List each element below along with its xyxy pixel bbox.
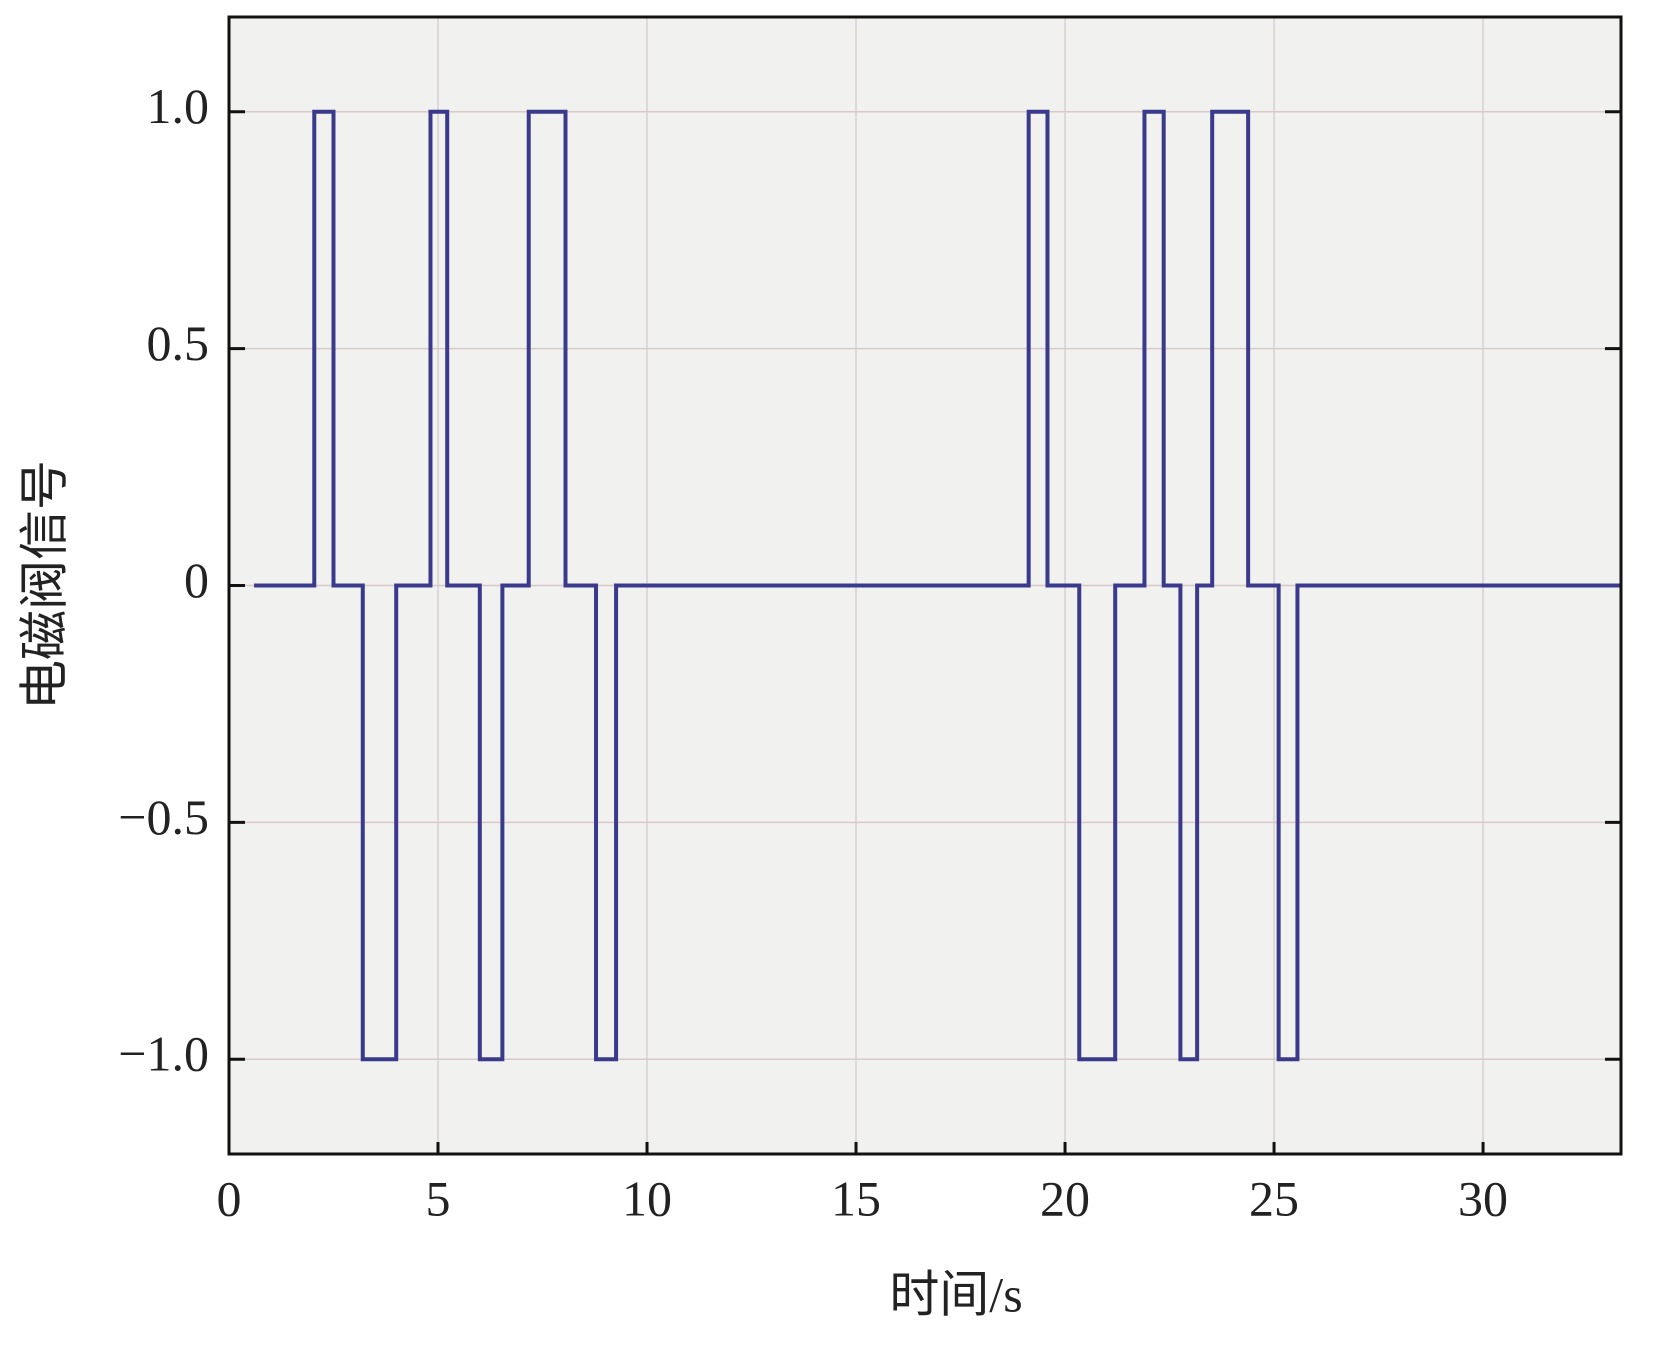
y-tick-label: 1.0	[147, 78, 210, 134]
x-tick-label: 0	[217, 1170, 242, 1226]
x-tick-label: 30	[1458, 1170, 1508, 1226]
plot-frame	[227, 15, 1623, 1156]
y-tick-label: −0.5	[118, 789, 209, 845]
x-axis-label: 时间/s	[889, 1266, 1022, 1322]
y-tick-label: 0.5	[147, 315, 210, 371]
x-tick-label: 15	[831, 1170, 881, 1226]
signal-line	[254, 109, 1621, 1062]
y-axis-label: 电磁阀信号	[16, 460, 72, 710]
x-tick-label: 10	[622, 1170, 672, 1226]
x-tick-label: 25	[1249, 1170, 1299, 1226]
x-tick-label: 20	[1040, 1170, 1090, 1226]
x-tick-label: 5	[426, 1170, 451, 1226]
y-tick-label: 0	[184, 552, 209, 608]
y-tick-label: −1.0	[118, 1026, 209, 1082]
